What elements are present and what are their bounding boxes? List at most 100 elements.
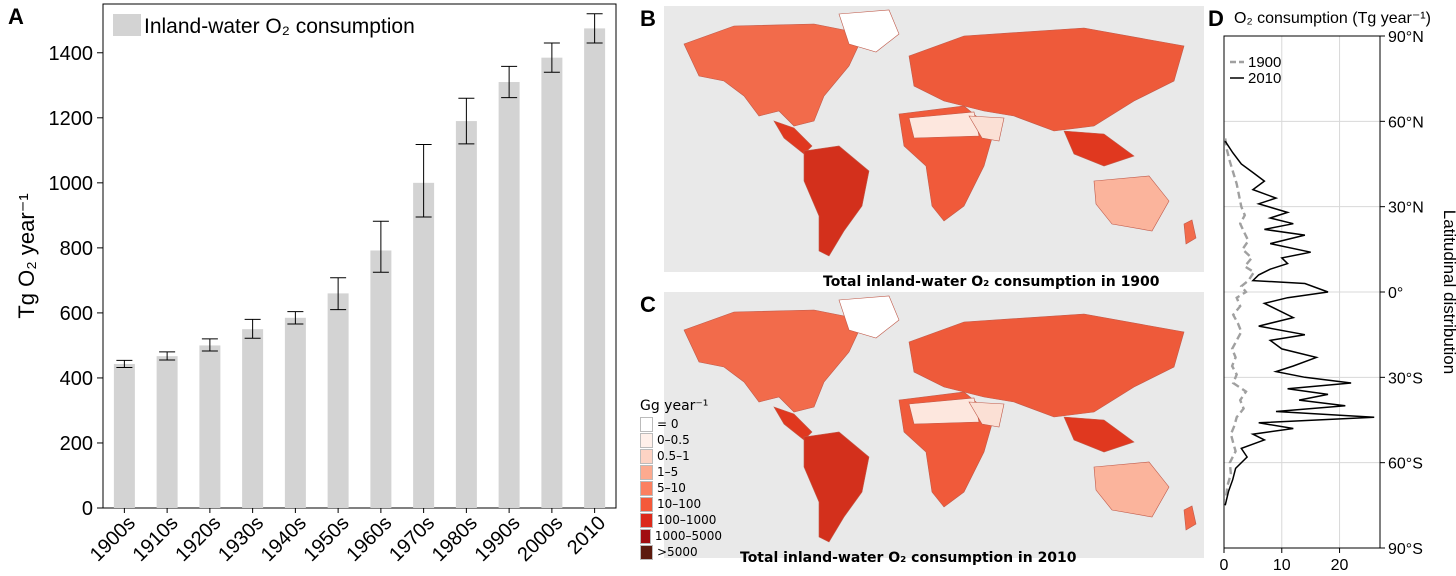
x-tick-label: 1980s (428, 512, 482, 566)
continent-australia (1093, 175, 1170, 232)
map-legend-item: 5–10 (640, 480, 722, 496)
world-map-2010 (683, 295, 1197, 543)
continent-southeast-asia (1063, 130, 1135, 167)
continent-arabia (968, 115, 1005, 142)
map-legend-item: = 0 (640, 416, 722, 432)
legend-label: 1000–5000 (654, 529, 722, 543)
panel-label-b: B (640, 6, 656, 31)
plot-frame-a (102, 3, 617, 509)
bar-1970s (413, 182, 435, 508)
x-tick-label: 20 (1331, 557, 1349, 574)
map-legend-item: 100–1000 (640, 512, 722, 528)
latitude-profile-panel-d: O₂ consumption (Tg year⁻¹) 0 10 20 90°N 60°N 3… (1220, 10, 1456, 574)
continent-sahara (908, 397, 980, 425)
continent-arabia (968, 401, 1005, 428)
y-tick-label: 1200 (49, 108, 94, 130)
legend-label: 0–0.5 (657, 433, 690, 447)
legend-label: 10–100 (657, 497, 702, 511)
bar-1920s (199, 345, 221, 508)
map-legend-item: 0–0.5 (640, 432, 722, 448)
continent-new-zealand (1183, 219, 1197, 245)
x-tick-label: 2010 (563, 512, 610, 559)
panel-d-title: O₂ consumption (Tg year⁻¹) (1234, 10, 1431, 27)
y-axis-label: Tg O₂ year⁻¹ (14, 193, 39, 318)
legend-swatch (640, 480, 653, 496)
series-line-1900 (1224, 138, 1256, 500)
legend-swatch (640, 464, 653, 480)
continent-south-america (803, 431, 870, 543)
y-tick-label: 1400 (49, 43, 94, 65)
series-line-2010 (1224, 140, 1375, 506)
world-map-1900 (683, 9, 1197, 257)
map-2010 (664, 292, 1204, 558)
y-tick-label: 90°N (1388, 29, 1424, 46)
continent-central-america (773, 120, 813, 155)
y-tick-label: 0° (1388, 285, 1403, 302)
bar-1990s (498, 82, 520, 509)
y-tick-label: 30°S (1388, 370, 1423, 387)
map-caption-2010: Total inland-water O₂ consumption in 201… (740, 550, 1077, 566)
x-tick-label: 1940s (257, 512, 311, 566)
y-tick-label: 90°S (1388, 541, 1423, 558)
x-tick-label: 10 (1273, 557, 1291, 574)
continent-eurasia (908, 27, 1185, 132)
continent-central-america (773, 406, 813, 441)
continent-eurasia (908, 313, 1185, 418)
continent-greenland (838, 295, 900, 339)
y-tick-label: 0 (82, 498, 93, 520)
map-color-legend: Gg year⁻¹ = 0 0–0.5 0.5–1 1–5 5–10 10–100 100–… (640, 398, 722, 560)
continent-australia (1093, 461, 1170, 518)
legend-swatch (640, 496, 653, 512)
bar-1940s (284, 317, 306, 508)
x-tick-label: 1920s (171, 512, 225, 566)
legend-swatch (640, 512, 653, 528)
y-tick-label: 600 (60, 303, 93, 325)
map-caption-1900: Total inland-water O₂ consumption in 190… (823, 274, 1160, 290)
legend-swatch-a (113, 14, 141, 36)
panel-label-a: A (8, 4, 24, 29)
bar-1900s (113, 363, 135, 508)
panel-label-d: D (1208, 6, 1224, 31)
bar-2000s (541, 57, 563, 508)
bar-1960s (370, 250, 392, 508)
x-tick-label: 1970s (385, 512, 439, 566)
y-tick-label: 400 (60, 368, 93, 390)
continent-southeast-asia (1063, 416, 1135, 453)
continent-north-america (683, 23, 865, 127)
map-legend-item: 1–5 (640, 464, 722, 480)
legend-label: = 0 (657, 417, 679, 431)
legend-swatch (640, 416, 653, 432)
map-legend-item: >5000 (640, 544, 722, 560)
x-tick-label: 1930s (214, 512, 268, 566)
bar-1980s (455, 121, 477, 508)
y-tick-label: 60°S (1388, 456, 1423, 473)
map-legend-item: 1000–5000 (640, 528, 722, 544)
map-1900 (664, 6, 1204, 272)
map-legend-item: 0.5–1 (640, 448, 722, 464)
y-tick-label: 1000 (49, 173, 94, 195)
y-tick-label: 60°N (1388, 114, 1424, 131)
legend-swatch (640, 528, 651, 544)
map-legend-item: 10–100 (640, 496, 722, 512)
legend-label-2010: 2010 (1248, 70, 1281, 87)
x-tick-label: 2000s (513, 512, 567, 566)
y-axis-label: Latitudinal distribution (1440, 210, 1456, 374)
y-tick-label: 200 (60, 433, 93, 455)
legend-label: 5–10 (657, 481, 686, 495)
x-tick-label: 1900s (86, 512, 140, 566)
bar-chart-panel-a: 0 200 400 600 800 1000 1200 1400 Tg O₂ year⁻¹ 190… (14, 3, 617, 566)
x-tick-label: 1950s (300, 512, 354, 566)
legend-label-a: Inland-water O₂ consumption (144, 15, 415, 38)
legend-label: 0.5–1 (657, 449, 690, 463)
legend-label: 1–5 (657, 465, 679, 479)
continent-greenland (838, 9, 900, 53)
x-tick-label: 1990s (471, 512, 525, 566)
legend-swatch (640, 448, 653, 464)
continent-south-america (803, 145, 870, 257)
bar-2010 (584, 28, 606, 509)
legend-label-1900: 1900 (1248, 54, 1281, 71)
continent-new-zealand (1183, 505, 1197, 531)
y-tick-label: 800 (60, 238, 93, 260)
y-tick-label: 30°N (1388, 200, 1424, 217)
legend-swatch (640, 544, 653, 560)
